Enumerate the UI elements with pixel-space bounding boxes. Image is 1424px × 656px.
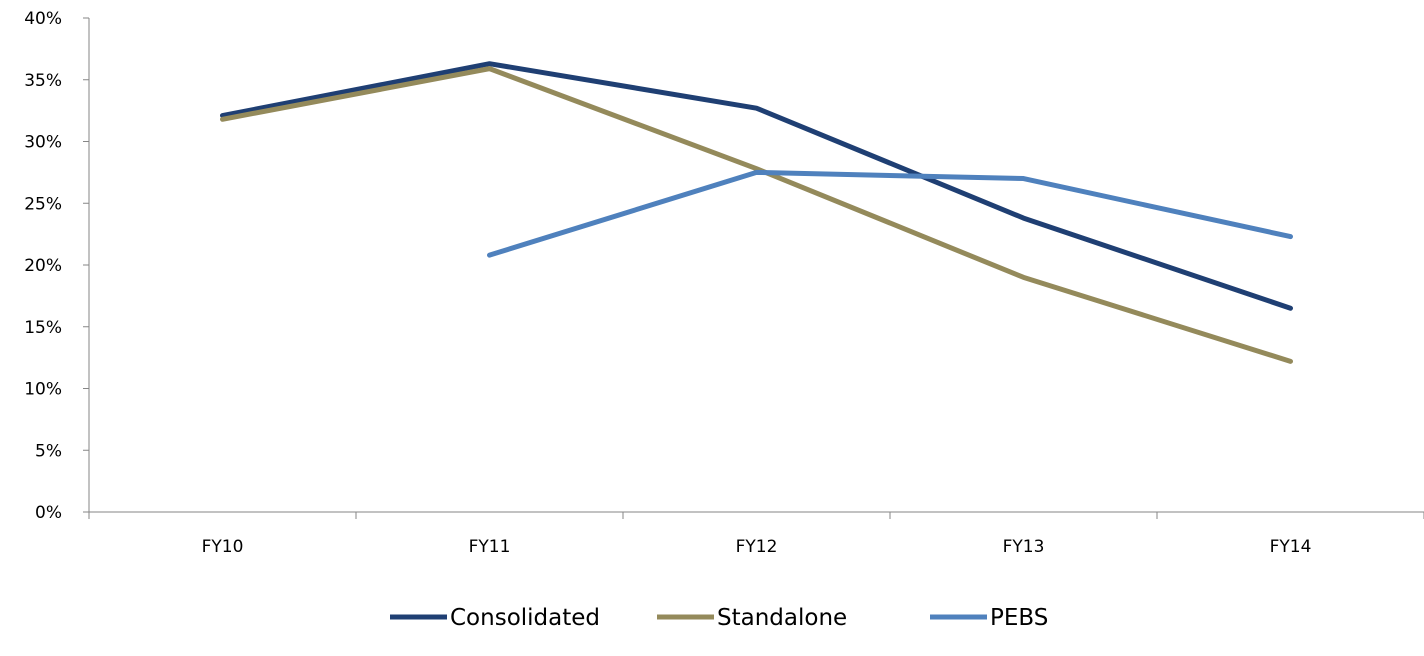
series-line-pebs — [487, 169, 1293, 258]
y-tick-label: 0% — [35, 503, 62, 523]
legend-label: Standalone — [717, 605, 847, 631]
legend-label: Consolidated — [450, 605, 600, 631]
x-tick-label: FY12 — [736, 537, 778, 557]
y-tick-label: 35% — [24, 71, 62, 91]
axes: 0% 5% 10% 15% 20% 25% 30% 35% 40% FY10 FY11 FY12 FY1… — [24, 9, 1424, 557]
y-tick-label: 20% — [24, 256, 62, 276]
legend: Consolidated Standalone PEBS — [390, 605, 1048, 631]
legend-label: PEBS — [990, 605, 1048, 631]
x-tick-label: FY11 — [469, 537, 511, 557]
y-tick-label: 15% — [24, 318, 62, 338]
y-tick-label: 30% — [24, 133, 62, 153]
y-tick-label: 25% — [24, 194, 62, 214]
y-tick-label: 5% — [35, 441, 62, 461]
x-tick-label: FY14 — [1270, 537, 1312, 557]
x-tick-label: FY13 — [1003, 537, 1045, 557]
series-line-consolidated — [220, 61, 1293, 311]
series-lines — [220, 61, 1293, 364]
y-tick-label: 40% — [24, 9, 62, 29]
y-tick-label: 10% — [24, 380, 62, 400]
series-line-standalone — [220, 66, 1293, 364]
x-tick-label: FY10 — [202, 537, 244, 557]
